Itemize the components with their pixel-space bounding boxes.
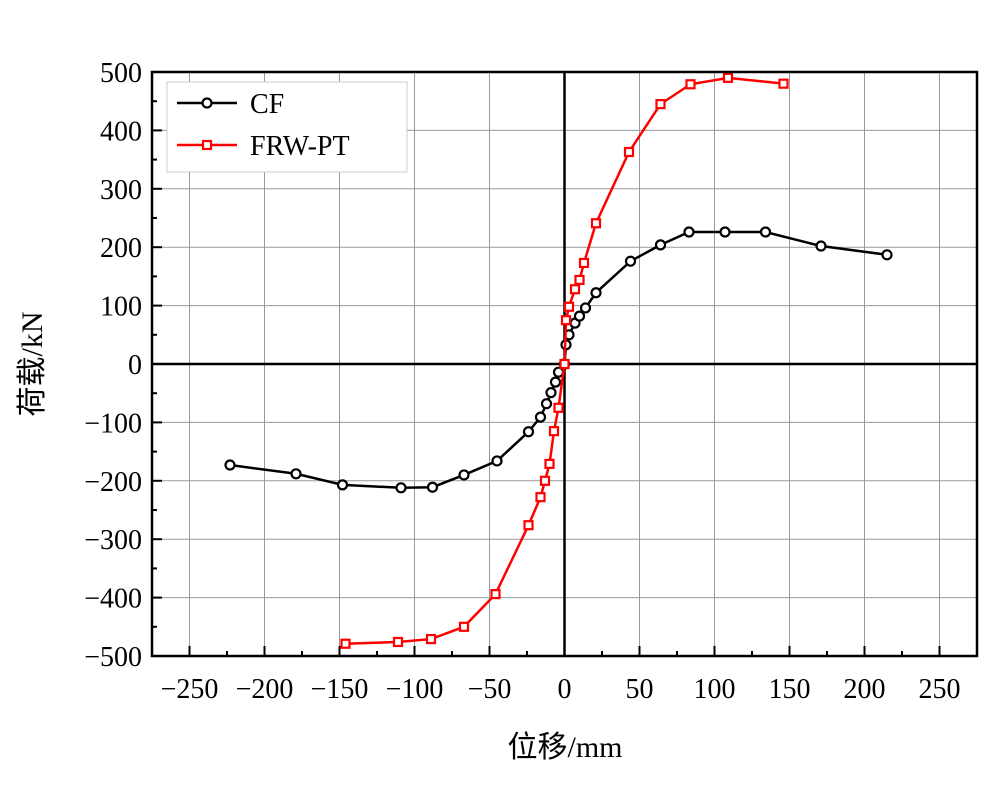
series-line xyxy=(229,230,888,490)
y-tick-label: 400 xyxy=(100,116,142,147)
data-point xyxy=(719,226,731,238)
data-point xyxy=(685,79,696,90)
data-point xyxy=(545,387,557,399)
x-tick-label: 0 xyxy=(558,674,572,705)
x-tick-label: −200 xyxy=(236,674,294,705)
y-tick-label: −300 xyxy=(84,525,142,556)
data-point xyxy=(722,72,734,83)
legend-label: CF xyxy=(250,89,284,120)
data-point xyxy=(683,226,695,238)
data-point xyxy=(523,520,534,531)
y-tick-label: −400 xyxy=(84,584,142,615)
x-tick-label: −100 xyxy=(386,674,444,705)
data-point xyxy=(534,411,547,423)
data-point xyxy=(549,376,562,388)
data-point xyxy=(569,284,581,295)
data-point xyxy=(590,287,602,299)
data-point xyxy=(426,481,439,493)
data-point xyxy=(458,469,470,481)
y-tick-label: 200 xyxy=(100,233,142,264)
data-point xyxy=(491,455,503,467)
data-point xyxy=(392,636,404,648)
series xyxy=(224,72,893,649)
series-frw-pt xyxy=(340,72,789,649)
data-point xyxy=(458,621,470,632)
x-tick-label: 200 xyxy=(844,674,886,705)
data-point xyxy=(425,633,437,645)
data-point xyxy=(290,468,302,480)
data-point xyxy=(574,274,585,286)
data-point xyxy=(759,226,772,238)
data-point xyxy=(623,146,635,158)
y-tick-label: 300 xyxy=(100,175,142,206)
legend-label: FRW-PT xyxy=(250,131,350,162)
data-point xyxy=(778,78,789,89)
y-tick-label: 0 xyxy=(128,350,142,381)
x-tick-label: 50 xyxy=(626,674,654,705)
y-tick-label: −500 xyxy=(84,642,142,673)
x-tick-label: −250 xyxy=(161,674,219,705)
data-point xyxy=(815,240,827,252)
legend: CF FRW-PT xyxy=(166,81,408,173)
legend-box xyxy=(166,81,408,173)
data-point xyxy=(540,398,553,410)
series-cf xyxy=(224,226,893,494)
data-point xyxy=(655,99,666,110)
x-tick-label: −150 xyxy=(311,674,369,705)
data-point xyxy=(563,301,575,312)
data-point xyxy=(539,475,551,486)
data-point xyxy=(590,218,602,229)
data-point xyxy=(579,302,592,314)
x-tick-label: 100 xyxy=(694,674,736,705)
data-point xyxy=(553,402,564,413)
legend-marker xyxy=(201,97,213,109)
plot-frame xyxy=(150,70,979,658)
data-point xyxy=(559,358,570,370)
x-tick-label: −50 xyxy=(468,674,512,705)
data-point xyxy=(548,426,560,437)
ticks: −250 −200 −150 −100 −50 0 50 100 150 200 250−500−4… xyxy=(84,58,960,705)
legend-marker xyxy=(201,139,213,151)
data-point xyxy=(881,249,893,261)
data-point xyxy=(490,588,501,600)
y-axis-label: 荷载/kN xyxy=(16,312,49,417)
data-point xyxy=(336,479,349,491)
x-tick-label: 150 xyxy=(769,674,811,705)
y-tick-label: 100 xyxy=(100,292,142,323)
data-point xyxy=(224,459,236,471)
data-point xyxy=(560,315,572,326)
data-point xyxy=(535,492,546,503)
y-tick-label: −100 xyxy=(84,408,142,439)
y-tick-label: −200 xyxy=(84,467,142,498)
data-point xyxy=(654,239,667,251)
data-point xyxy=(340,638,351,649)
data-point xyxy=(573,310,586,322)
data-point xyxy=(544,458,555,469)
data-point xyxy=(522,426,535,438)
x-tick-label: 250 xyxy=(919,674,961,705)
data-point xyxy=(395,482,407,494)
y-tick-label: 500 xyxy=(100,58,142,89)
data-point xyxy=(624,255,637,267)
data-point xyxy=(578,257,590,269)
x-axis-label: 位移/mm xyxy=(507,731,622,764)
